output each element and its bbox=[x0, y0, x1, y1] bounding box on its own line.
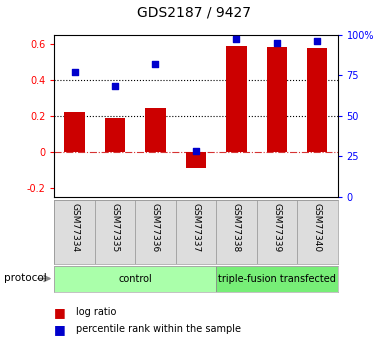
Bar bbox=[176, 200, 216, 264]
Bar bbox=[54, 200, 95, 264]
Text: ■: ■ bbox=[54, 323, 66, 336]
Bar bbox=[297, 200, 338, 264]
Text: ■: ■ bbox=[54, 306, 66, 319]
Text: protocol: protocol bbox=[4, 274, 47, 283]
Text: GDS2187 / 9427: GDS2187 / 9427 bbox=[137, 5, 251, 19]
Bar bbox=[216, 200, 256, 264]
Point bbox=[233, 37, 239, 42]
Bar bbox=[54, 266, 216, 292]
Bar bbox=[186, 151, 206, 168]
Point bbox=[193, 148, 199, 154]
Bar bbox=[146, 108, 166, 151]
Bar bbox=[105, 118, 125, 151]
Text: GSM77337: GSM77337 bbox=[191, 203, 201, 253]
Point bbox=[71, 69, 78, 75]
Bar bbox=[95, 200, 135, 264]
Text: control: control bbox=[118, 274, 152, 284]
Bar bbox=[267, 47, 287, 151]
Bar bbox=[64, 112, 85, 151]
Text: GSM77339: GSM77339 bbox=[272, 203, 281, 253]
Bar bbox=[256, 200, 297, 264]
Bar bbox=[216, 266, 338, 292]
Point bbox=[112, 83, 118, 89]
Text: GSM77338: GSM77338 bbox=[232, 203, 241, 253]
Text: triple-fusion transfected: triple-fusion transfected bbox=[218, 274, 336, 284]
Text: GSM77335: GSM77335 bbox=[111, 203, 120, 253]
Point bbox=[314, 38, 320, 44]
Point bbox=[274, 40, 280, 46]
Text: GSM77336: GSM77336 bbox=[151, 203, 160, 253]
Text: log ratio: log ratio bbox=[76, 307, 116, 317]
Text: GSM77334: GSM77334 bbox=[70, 203, 79, 253]
Point bbox=[152, 61, 159, 67]
Bar bbox=[307, 48, 327, 151]
Text: percentile rank within the sample: percentile rank within the sample bbox=[76, 325, 241, 334]
Text: GSM77340: GSM77340 bbox=[313, 203, 322, 253]
Bar bbox=[135, 200, 176, 264]
Bar bbox=[226, 46, 246, 151]
